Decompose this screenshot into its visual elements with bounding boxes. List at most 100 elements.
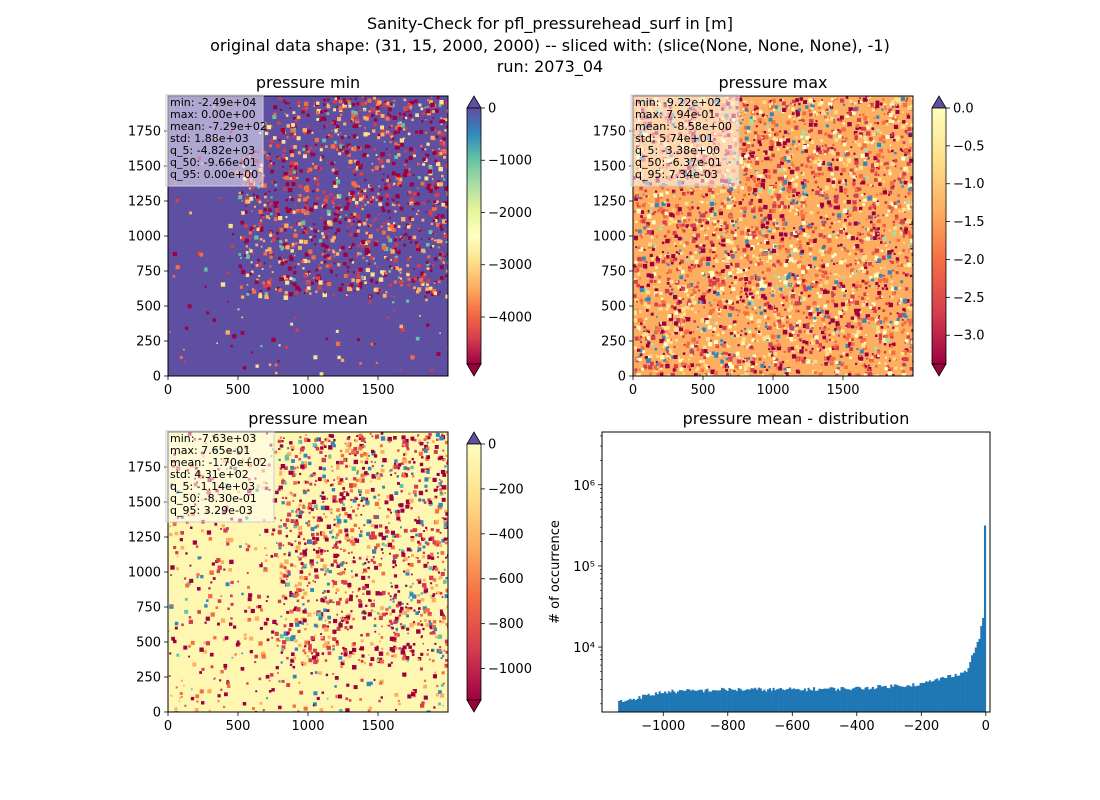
heatmap-speckle bbox=[656, 372, 660, 376]
heatmap-speckle bbox=[817, 166, 822, 171]
heatmap-speckle bbox=[876, 317, 878, 319]
heatmap-speckle bbox=[811, 189, 814, 192]
heatmap-speckle bbox=[822, 253, 825, 256]
heatmap-speckle bbox=[399, 206, 404, 211]
heatmap-speckle bbox=[818, 105, 822, 109]
heatmap-speckle bbox=[890, 249, 894, 253]
heatmap-speckle bbox=[733, 280, 738, 285]
heatmap-speckle bbox=[698, 373, 701, 376]
heatmap-speckle bbox=[700, 348, 705, 353]
heatmap-speckle bbox=[179, 356, 183, 359]
heatmap-speckle bbox=[885, 302, 888, 306]
heatmap-speckle bbox=[661, 335, 666, 340]
heatmap-speckle bbox=[264, 131, 269, 136]
heatmap-speckle bbox=[907, 113, 910, 116]
heatmap-speckle bbox=[243, 254, 247, 257]
heatmap-speckle bbox=[903, 166, 908, 172]
heatmap-speckle bbox=[391, 171, 396, 176]
heatmap-speckle bbox=[443, 232, 446, 235]
heatmap-speckle bbox=[722, 259, 725, 263]
heatmap-speckle bbox=[757, 178, 761, 181]
heatmap-speckle bbox=[646, 283, 650, 287]
heatmap-speckle bbox=[287, 266, 293, 271]
heatmap-speckle bbox=[378, 133, 381, 137]
stat-line: q_95: 0.00e+00 bbox=[170, 168, 258, 181]
heatmap-speckle bbox=[798, 296, 801, 299]
heatmap-speckle bbox=[390, 267, 393, 270]
heatmap-speckle bbox=[908, 319, 913, 324]
heatmap-speckle bbox=[363, 132, 368, 137]
heatmap-speckle bbox=[375, 228, 379, 232]
heatmap-speckle bbox=[397, 122, 402, 127]
heatmap-speckle bbox=[434, 193, 438, 196]
heatmap-speckle bbox=[308, 167, 313, 172]
heatmap-speckle bbox=[773, 188, 776, 191]
heatmap-speckle bbox=[821, 192, 826, 197]
heatmap-speckle bbox=[324, 109, 327, 112]
heatmap-speckle bbox=[878, 278, 883, 283]
heatmap-speckle bbox=[408, 103, 413, 108]
heatmap-speckle bbox=[776, 259, 781, 264]
heatmap-speckle bbox=[763, 365, 766, 368]
heatmap-speckle bbox=[204, 268, 208, 272]
heatmap-speckle bbox=[906, 149, 911, 154]
heatmap-speckle bbox=[903, 320, 907, 324]
heatmap-speckle bbox=[372, 196, 374, 199]
heatmap-speckle bbox=[175, 198, 180, 203]
heatmap-speckle bbox=[708, 248, 714, 254]
heatmap-speckle bbox=[791, 273, 795, 276]
heatmap-speckle bbox=[719, 226, 722, 229]
heatmap-speckle bbox=[702, 219, 705, 222]
heatmap-speckle bbox=[757, 325, 760, 328]
heatmap-speckle bbox=[429, 111, 433, 114]
heatmap-speckle bbox=[358, 284, 363, 289]
heatmap-speckle bbox=[403, 243, 406, 247]
heatmap-speckle bbox=[831, 291, 834, 294]
heatmap-speckle bbox=[729, 332, 734, 336]
heatmap-speckle bbox=[667, 358, 670, 360]
heatmap-speckle bbox=[709, 198, 713, 202]
heatmap-speckle bbox=[832, 177, 837, 182]
heatmap-speckle bbox=[795, 357, 800, 362]
heatmap-speckle bbox=[278, 256, 282, 260]
heatmap-speckle bbox=[882, 236, 887, 241]
heatmap-speckle bbox=[823, 289, 828, 294]
heatmap-speckle bbox=[663, 358, 666, 362]
heatmap-speckle bbox=[669, 258, 675, 263]
heatmap-speckle bbox=[849, 208, 852, 211]
heatmap-speckle bbox=[720, 301, 723, 304]
heatmap-speckle bbox=[759, 283, 764, 288]
heatmap-speckle bbox=[824, 152, 827, 155]
heatmap-speckle bbox=[349, 222, 354, 226]
heatmap-speckle bbox=[854, 177, 857, 180]
heatmap-speckle bbox=[768, 133, 772, 137]
heatmap-speckle bbox=[438, 256, 441, 259]
panel-title: pressure max bbox=[718, 73, 827, 92]
heatmap-speckle bbox=[900, 227, 903, 230]
heatmap-speckle bbox=[636, 357, 640, 361]
heatmap-speckle bbox=[769, 100, 772, 103]
heatmap-speckle bbox=[689, 353, 693, 357]
heatmap-speckle bbox=[394, 210, 397, 213]
heatmap-speckle bbox=[843, 237, 845, 239]
heatmap-speckle bbox=[633, 267, 638, 272]
heatmap-speckle bbox=[720, 292, 723, 295]
heatmap-speckle bbox=[268, 164, 272, 168]
heatmap-speckle bbox=[358, 193, 363, 198]
heatmap-speckle bbox=[409, 182, 414, 187]
heatmap-speckle bbox=[678, 252, 680, 255]
heatmap-speckle bbox=[267, 287, 271, 291]
heatmap-speckle bbox=[757, 330, 761, 333]
heatmap-speckle bbox=[825, 352, 829, 357]
heatmap-speckle bbox=[840, 315, 843, 318]
heatmap-speckle bbox=[858, 354, 862, 358]
heatmap-speckle bbox=[808, 223, 811, 227]
heatmap-speckle bbox=[647, 337, 651, 340]
heatmap-speckle bbox=[875, 202, 880, 206]
heatmap-speckle bbox=[402, 112, 406, 116]
heatmap-speckle bbox=[902, 362, 906, 367]
heatmap-speckle bbox=[818, 343, 822, 347]
heatmap-speckle bbox=[891, 149, 894, 153]
heatmap-speckle bbox=[782, 296, 785, 299]
heatmap-speckle bbox=[241, 191, 244, 194]
